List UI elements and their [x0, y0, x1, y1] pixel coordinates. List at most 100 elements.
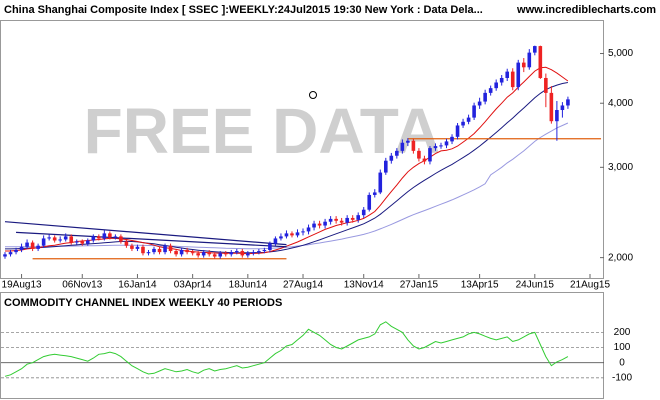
- candle-body: [461, 121, 465, 126]
- candle-body: [273, 238, 278, 244]
- candle-body: [488, 88, 493, 93]
- cci-title: COMMODITY CHANNEL INDEX WEEKLY 40 PERIOD…: [4, 297, 282, 309]
- candle-body: [268, 243, 272, 250]
- cci-panel: [0, 292, 604, 399]
- candle-body: [384, 160, 388, 173]
- candle-body: [555, 110, 559, 122]
- candle-body: [279, 236, 283, 239]
- candle-body: [560, 105, 565, 111]
- candle-body: [58, 239, 62, 241]
- candle-body: [422, 158, 427, 162]
- candle-body: [251, 252, 256, 254]
- candle-body: [152, 248, 156, 253]
- candle-body: [566, 99, 570, 106]
- candle-body: [47, 237, 51, 239]
- candle-body: [295, 232, 300, 236]
- candle-body: [207, 252, 211, 255]
- candle-body: [367, 194, 372, 210]
- candle-body: [544, 77, 548, 93]
- candle-body: [14, 249, 18, 253]
- candle-body: [30, 242, 35, 249]
- x-tick-label: 13Nov14: [344, 280, 384, 291]
- candle-body: [25, 242, 29, 247]
- candle-body: [185, 249, 189, 253]
- candle-body: [218, 253, 223, 257]
- candle-body: [246, 253, 250, 256]
- candle-body: [74, 241, 79, 243]
- candle-body: [179, 249, 184, 255]
- candle-body: [190, 252, 195, 254]
- candle-body: [80, 241, 85, 244]
- candle-body: [334, 218, 338, 221]
- candle-body: [85, 240, 90, 244]
- candle-body: [455, 125, 460, 137]
- candle-body: [146, 252, 151, 254]
- y-tick-label: 200: [614, 327, 631, 338]
- candle-body: [538, 46, 543, 78]
- watermark: FREE DATA: [84, 95, 441, 167]
- chart-title: China Shanghai Composite Index [ SSEC ]:…: [4, 4, 483, 16]
- candle-body: [505, 71, 510, 78]
- candle-body: [378, 172, 383, 193]
- candle-body: [306, 227, 311, 232]
- candle-body: [483, 92, 487, 102]
- line: [5, 82, 568, 254]
- candle-body: [102, 233, 107, 239]
- candle-body: [63, 236, 68, 240]
- candle-body: [97, 236, 101, 239]
- x-tick-label: 21Aug15: [570, 280, 610, 291]
- candle-body: [36, 245, 40, 249]
- x-tick-label: 19Aug13: [2, 280, 42, 291]
- x-tick-label: 16Jan14: [118, 280, 157, 291]
- candle-body: [510, 71, 515, 88]
- y-tick-label: 3,000: [608, 162, 633, 173]
- candle-body: [444, 141, 449, 146]
- trend-line: [4, 221, 287, 246]
- candle-body: [345, 217, 349, 223]
- y-tick-label: 2,000: [608, 252, 633, 263]
- trend-line: [16, 231, 287, 248]
- candle-body: [240, 251, 245, 256]
- x-tick-label: 27Aug14: [283, 280, 323, 291]
- candle-body: [450, 136, 454, 142]
- candle-body: [91, 236, 96, 241]
- candle-body: [494, 82, 498, 89]
- candle-body: [229, 252, 234, 255]
- x-tick-label: 13Apr15: [461, 280, 499, 291]
- candle-body: [356, 215, 361, 220]
- candle-body: [201, 252, 206, 256]
- candle-body: [163, 245, 167, 253]
- candle-body: [350, 217, 355, 220]
- candle-body: [290, 233, 294, 236]
- candle-body: [521, 62, 526, 68]
- candle-body: [168, 245, 173, 252]
- x-tick-label: 27Jan15: [400, 280, 439, 291]
- candle-body: [472, 105, 476, 118]
- candle-body: [135, 246, 140, 249]
- x-tick-label: 03Apr14: [174, 280, 212, 291]
- y-tick-label: 0: [619, 357, 625, 368]
- x-tick-label: 18Jun14: [229, 280, 268, 291]
- candle-body: [108, 233, 112, 238]
- x-tick-label: 24Jun15: [516, 280, 555, 291]
- marker: [309, 91, 317, 99]
- candle-body: [119, 236, 123, 242]
- candle-body: [389, 155, 394, 161]
- source: www.incrediblecharts.com: [516, 4, 656, 16]
- candle-body: [262, 249, 267, 252]
- candle-body: [157, 248, 162, 253]
- y-tick-label: 5,000: [608, 48, 633, 59]
- candle-body: [113, 236, 118, 238]
- candle-body: [234, 251, 239, 253]
- candle-body: [301, 231, 305, 233]
- x-tick-label: 06Nov13: [62, 280, 102, 291]
- candle-body: [328, 218, 333, 222]
- candle-body: [433, 146, 438, 149]
- candle-body: [52, 237, 57, 241]
- candle-body: [466, 117, 471, 122]
- candle-body: [411, 140, 416, 151]
- candle-body: [196, 253, 200, 256]
- candle-body: [417, 150, 421, 159]
- candle-body: [69, 236, 74, 243]
